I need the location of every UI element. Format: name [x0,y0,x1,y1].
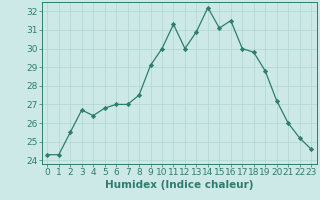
X-axis label: Humidex (Indice chaleur): Humidex (Indice chaleur) [105,180,253,190]
